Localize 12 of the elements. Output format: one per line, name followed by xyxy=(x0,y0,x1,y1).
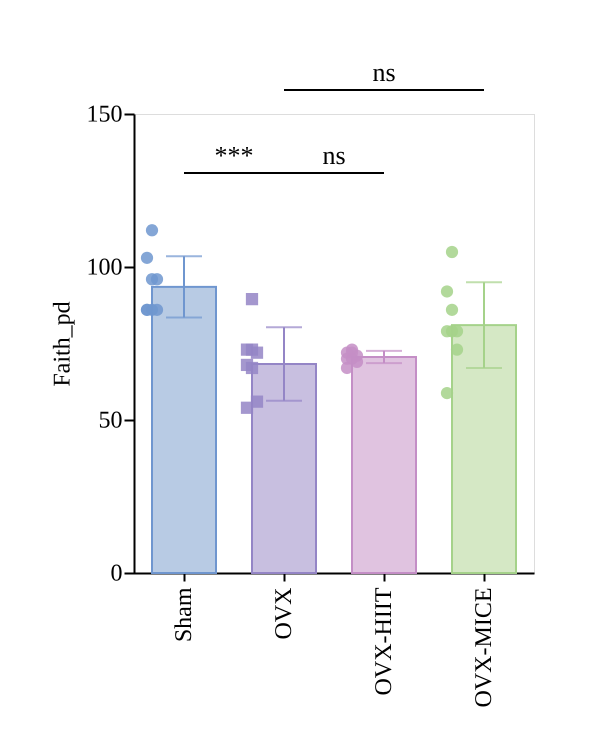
x-tick-label: Sham xyxy=(171,587,197,642)
y-tick-label: 0 xyxy=(110,560,122,586)
annotation: ns xyxy=(322,141,346,170)
x-tick-label: OVX-MICE xyxy=(471,588,497,708)
text: ns xyxy=(372,58,396,87)
y-tick-label: 100 xyxy=(86,254,122,280)
y-tick-label: 50 xyxy=(98,408,122,434)
y-tick-label: 150 xyxy=(86,102,122,128)
x-tick-label: OVX xyxy=(271,588,297,640)
x-tick-label: OVX-HIIT xyxy=(371,587,397,696)
annotation: *** xyxy=(214,141,254,170)
y-axis-title: Faith_pd xyxy=(50,301,76,387)
